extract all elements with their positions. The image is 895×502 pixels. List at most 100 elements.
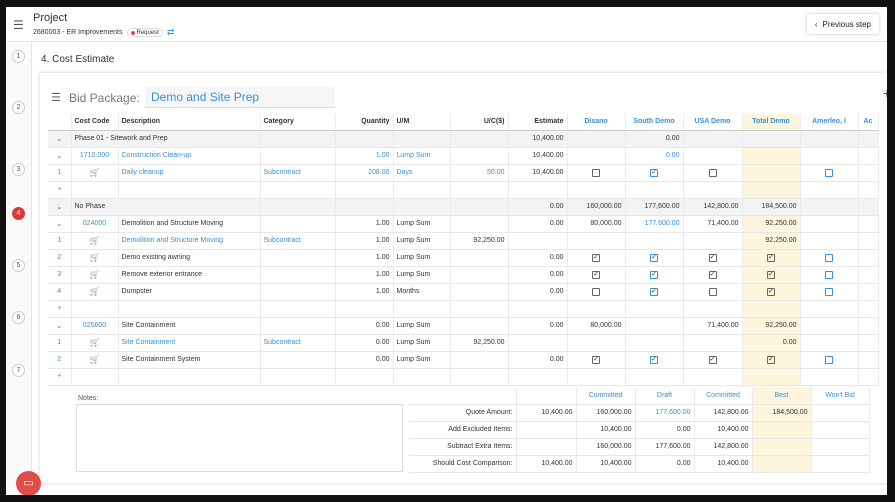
unit-cost-cell bbox=[450, 266, 509, 284]
chevron-down-icon: ⌄ bbox=[56, 322, 63, 330]
vendor-cell bbox=[625, 232, 684, 250]
description-cell[interactable]: Daily cleanup bbox=[118, 164, 261, 182]
estimate-cell: 0.00 bbox=[508, 283, 568, 301]
checkbox-checked[interactable]: ✓ bbox=[650, 270, 658, 279]
vendor-cell bbox=[800, 164, 859, 182]
collapse-toggle[interactable]: ⌄ bbox=[48, 130, 72, 148]
previous-step-button[interactable]: ‹ Previous step bbox=[806, 14, 879, 34]
bid-package-label: Bid Package: bbox=[69, 91, 140, 105]
cost-code-link[interactable]: 024000 bbox=[71, 215, 119, 233]
notes-textarea[interactable] bbox=[76, 404, 403, 472]
checkbox-checked[interactable]: ✓ bbox=[592, 270, 600, 279]
step-5[interactable]: 5 bbox=[12, 259, 25, 272]
step-4[interactable]: 4 bbox=[12, 207, 25, 220]
menu-collapse-icon[interactable]: ☰ bbox=[13, 18, 24, 32]
summary-value bbox=[811, 421, 870, 439]
checkbox-checked[interactable]: ✓ bbox=[650, 355, 658, 364]
checkbox-checked[interactable]: ✓ bbox=[650, 168, 658, 177]
empty-cell bbox=[800, 368, 859, 386]
add-row-button[interactable]: + bbox=[48, 368, 72, 386]
cart-cell[interactable]: 🛒 bbox=[71, 232, 119, 250]
checkbox[interactable] bbox=[708, 168, 717, 177]
checkbox[interactable] bbox=[825, 168, 833, 177]
column-header[interactable]: Ac bbox=[858, 114, 879, 131]
section-title: 4. Cost Estimate bbox=[41, 54, 115, 65]
description-cell[interactable]: Site Containment bbox=[118, 334, 261, 352]
empty-cell bbox=[625, 181, 684, 199]
vendor-cell: 92,250.00 bbox=[742, 232, 801, 250]
previous-step-label: Previous step bbox=[822, 19, 871, 29]
column-header[interactable]: Amerleo, I bbox=[800, 114, 859, 131]
step-3[interactable]: 3 bbox=[12, 163, 25, 176]
vendor-cell: ✓ bbox=[625, 164, 684, 182]
checkbox-checked[interactable]: ✓ bbox=[767, 270, 775, 279]
vendor-cell bbox=[683, 164, 743, 182]
cart-cell[interactable]: 🛒 bbox=[71, 283, 119, 301]
hamburger-icon[interactable]: ☰ bbox=[51, 92, 61, 104]
summary-value: 184,500.00 bbox=[752, 404, 812, 422]
checkbox-checked[interactable]: ✓ bbox=[650, 253, 658, 262]
checkbox-checked[interactable]: ✓ bbox=[708, 355, 717, 364]
column-header[interactable]: Total Demo bbox=[742, 114, 801, 131]
add-column-icon[interactable]: + bbox=[882, 85, 887, 101]
description-cell[interactable]: Demolition and Structure Moving bbox=[118, 232, 261, 250]
cart-cell[interactable]: 🛒 bbox=[71, 266, 119, 284]
column-header[interactable]: USA Demo bbox=[683, 114, 743, 131]
step-1[interactable]: 1 bbox=[12, 50, 25, 63]
checkbox-checked[interactable]: ✓ bbox=[767, 287, 775, 296]
unit-cost-cell bbox=[450, 317, 509, 335]
chat-button[interactable]: ▭ bbox=[16, 471, 41, 495]
collapse-toggle[interactable]: ⌄ bbox=[48, 215, 72, 233]
bid-package-field[interactable]: Demo and Site Prep bbox=[145, 87, 335, 108]
vendor-cell bbox=[683, 147, 743, 165]
description-cell[interactable]: Demo existing awning bbox=[118, 249, 261, 267]
checkbox[interactable] bbox=[592, 287, 600, 296]
vendor-cell: 92,250.00 bbox=[742, 215, 801, 233]
cell bbox=[393, 130, 451, 148]
description-cell[interactable]: Remove exterior entrance bbox=[118, 266, 261, 284]
column-header[interactable]: Disano bbox=[567, 114, 626, 131]
quantity-cell: 0.00 bbox=[335, 351, 394, 369]
cart-cell[interactable]: 🛒 bbox=[71, 351, 119, 369]
summary-label: Quote Amount: bbox=[409, 404, 517, 422]
checkbox-checked[interactable]: ✓ bbox=[592, 355, 600, 364]
checkbox-checked[interactable]: ✓ bbox=[708, 270, 717, 279]
add-row-button[interactable]: + bbox=[48, 181, 72, 199]
step-7[interactable]: 7 bbox=[12, 364, 25, 377]
vendor-cell bbox=[742, 130, 801, 148]
checkbox-checked[interactable]: ✓ bbox=[708, 253, 717, 262]
cart-cell[interactable]: 🛒 bbox=[71, 249, 119, 267]
empty-cell bbox=[118, 181, 261, 199]
sync-icon[interactable]: ⇄ bbox=[166, 27, 175, 37]
collapse-toggle[interactable]: ⌄ bbox=[48, 147, 72, 165]
checkbox[interactable] bbox=[592, 168, 600, 177]
uom-cell: Lump Sum bbox=[393, 215, 451, 233]
cart-cell[interactable]: 🛒 bbox=[71, 164, 119, 182]
checkbox[interactable] bbox=[825, 253, 833, 262]
uom-cell: Lump Sum bbox=[393, 334, 451, 352]
add-row-button[interactable]: + bbox=[48, 300, 72, 318]
checkbox-checked[interactable]: ✓ bbox=[650, 287, 658, 296]
checkbox-checked[interactable]: ✓ bbox=[767, 355, 775, 364]
uom-cell: Lump Sum bbox=[393, 351, 451, 369]
empty-cell bbox=[625, 300, 684, 318]
column-header[interactable]: South Demo bbox=[625, 114, 684, 131]
checkbox-checked[interactable]: ✓ bbox=[767, 253, 775, 262]
checkbox[interactable] bbox=[825, 355, 833, 364]
collapse-toggle[interactable]: ⌄ bbox=[48, 317, 72, 335]
step-2[interactable]: 2 bbox=[12, 101, 25, 114]
cost-code-link[interactable]: 025600 bbox=[71, 317, 119, 335]
cost-code-link[interactable]: 1710.000 bbox=[71, 147, 119, 165]
checkbox-checked[interactable]: ✓ bbox=[592, 253, 600, 262]
add-row: + bbox=[48, 300, 879, 318]
category-cell bbox=[260, 351, 336, 369]
step-6[interactable]: 6 bbox=[12, 311, 25, 324]
checkbox[interactable] bbox=[708, 287, 717, 296]
description-cell[interactable]: Site Containment System bbox=[118, 351, 261, 369]
description-cell[interactable]: Dumpster bbox=[118, 283, 261, 301]
collapse-toggle[interactable]: ⌄ bbox=[48, 198, 72, 216]
empty-cell bbox=[260, 300, 336, 318]
checkbox[interactable] bbox=[825, 287, 833, 296]
checkbox[interactable] bbox=[825, 270, 833, 279]
cart-cell[interactable]: 🛒 bbox=[71, 334, 119, 352]
